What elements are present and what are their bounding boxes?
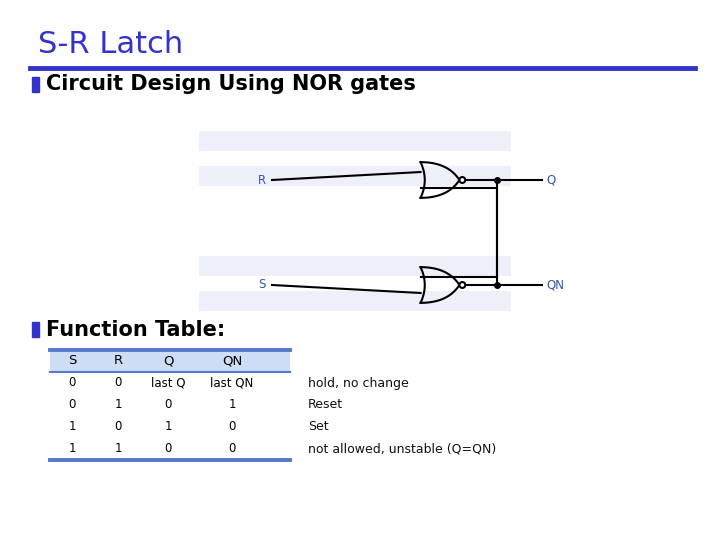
Text: 1: 1 bbox=[68, 442, 76, 456]
Text: 0: 0 bbox=[164, 399, 171, 411]
Text: S: S bbox=[258, 279, 266, 292]
Text: 1: 1 bbox=[114, 442, 122, 456]
Text: Reset: Reset bbox=[308, 399, 343, 411]
Text: 1: 1 bbox=[164, 421, 172, 434]
Text: 0: 0 bbox=[68, 376, 76, 389]
Text: last Q: last Q bbox=[150, 376, 185, 389]
Text: QN: QN bbox=[222, 354, 242, 368]
Text: 0: 0 bbox=[114, 376, 122, 389]
Text: 1: 1 bbox=[114, 399, 122, 411]
Text: 0: 0 bbox=[114, 421, 122, 434]
FancyBboxPatch shape bbox=[199, 256, 511, 276]
Text: last QN: last QN bbox=[210, 376, 253, 389]
Text: R: R bbox=[114, 354, 122, 368]
Text: 0: 0 bbox=[228, 421, 235, 434]
Text: 0: 0 bbox=[164, 442, 171, 456]
Text: 1: 1 bbox=[68, 421, 76, 434]
FancyBboxPatch shape bbox=[199, 166, 511, 186]
Text: Circuit Design Using NOR gates: Circuit Design Using NOR gates bbox=[46, 75, 416, 94]
Bar bbox=[50, 352, 290, 372]
Bar bbox=[32, 322, 39, 337]
Text: Set: Set bbox=[308, 421, 328, 434]
Text: R: R bbox=[258, 173, 266, 186]
Text: 1: 1 bbox=[228, 399, 235, 411]
Bar bbox=[32, 77, 39, 92]
Text: not allowed, unstable (Q=QN): not allowed, unstable (Q=QN) bbox=[308, 442, 496, 456]
FancyBboxPatch shape bbox=[199, 131, 511, 151]
FancyBboxPatch shape bbox=[199, 291, 511, 311]
Text: QN: QN bbox=[546, 279, 564, 292]
Text: S: S bbox=[68, 354, 76, 368]
Text: Q: Q bbox=[163, 354, 174, 368]
Text: S-R Latch: S-R Latch bbox=[38, 30, 184, 59]
Text: Q: Q bbox=[546, 173, 556, 186]
Text: 0: 0 bbox=[68, 399, 76, 411]
Circle shape bbox=[459, 177, 465, 183]
Text: hold, no change: hold, no change bbox=[308, 376, 409, 389]
Text: Function Table:: Function Table: bbox=[46, 320, 225, 340]
Text: 0: 0 bbox=[228, 442, 235, 456]
Circle shape bbox=[459, 282, 465, 288]
